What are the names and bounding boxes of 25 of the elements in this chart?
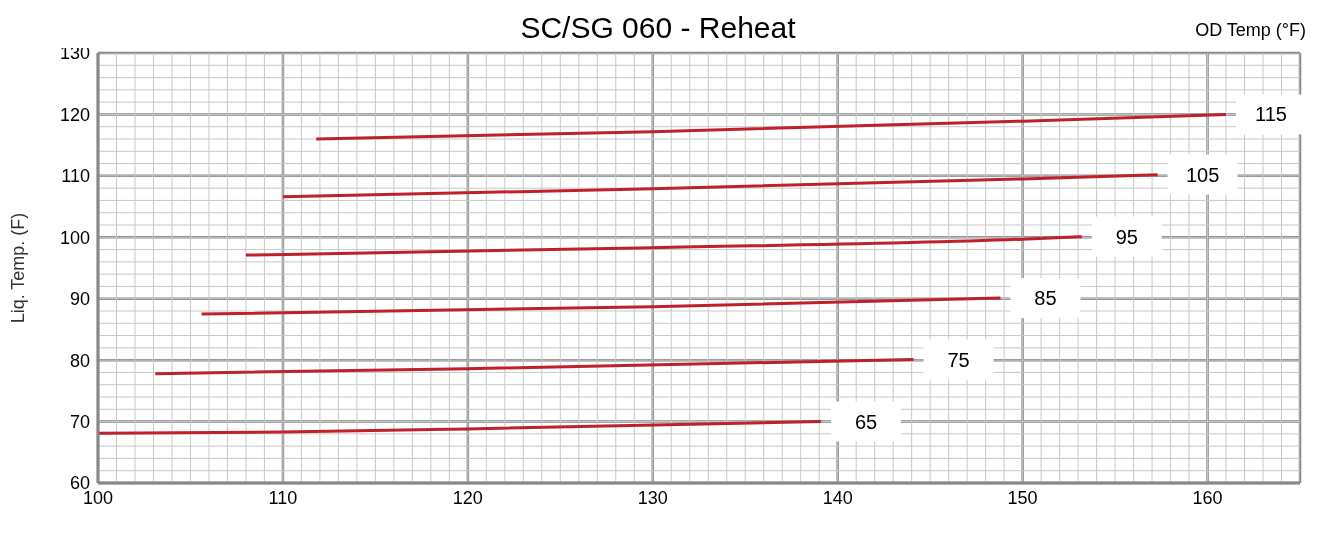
- x-tick-label: 150: [1007, 487, 1038, 508]
- x-tick-label: 130: [637, 487, 668, 508]
- y-tick-label: 70: [69, 411, 90, 432]
- y-tick-label: 110: [61, 166, 90, 187]
- legend-title: OD Temp (°F): [1195, 20, 1306, 41]
- y-tick-label: 120: [59, 104, 90, 125]
- line-series: [98, 420, 823, 435]
- series-label: 115: [1255, 103, 1287, 126]
- y-tick-label: 100: [59, 227, 90, 248]
- series-label: 85: [1034, 287, 1057, 310]
- line-series: [314, 112, 1228, 141]
- series-label: 65: [854, 410, 878, 433]
- line-series: [281, 173, 1160, 199]
- series-label: 75: [947, 348, 970, 371]
- series-label: 95: [1115, 225, 1138, 248]
- y-axis-title: Liq. Temp. (F): [8, 212, 29, 324]
- x-tick-label: 160: [1192, 487, 1223, 508]
- chart-title: SC/SG 060 - Reheat: [520, 11, 796, 44]
- y-tick-label: 80: [69, 350, 90, 371]
- x-tick-label: 110: [268, 487, 298, 508]
- series-label: 105: [1185, 163, 1220, 186]
- x-tick-label: 120: [452, 487, 483, 508]
- x-tick-label: 140: [822, 487, 853, 508]
- y-tick-label: 90: [69, 289, 90, 310]
- line-series: [244, 235, 1084, 257]
